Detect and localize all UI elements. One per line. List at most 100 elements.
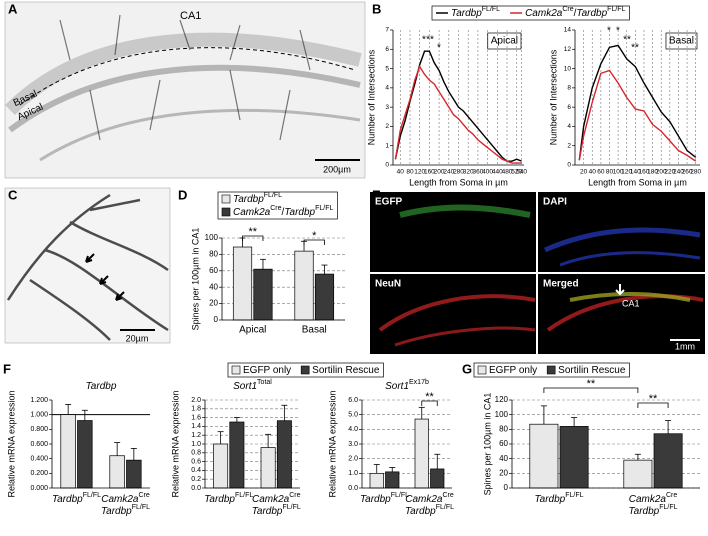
x-tick-label-part: FL/FL bbox=[565, 492, 583, 499]
image-label: DAPI bbox=[543, 197, 567, 208]
legend-marker bbox=[221, 194, 231, 204]
x-tick-label-part: Tardbp bbox=[628, 506, 659, 517]
y-tick-label: 0.0 bbox=[348, 485, 358, 492]
x-tick-label: 520 bbox=[511, 169, 522, 176]
x-tick-label: 180 bbox=[647, 169, 658, 176]
x-tick-label: Basal bbox=[302, 325, 327, 336]
y-tick-label: 14 bbox=[564, 27, 572, 34]
subtitle-frame bbox=[487, 32, 522, 50]
x-tick-label: 100 bbox=[613, 169, 624, 176]
significance-bracket bbox=[421, 400, 438, 406]
bar bbox=[213, 443, 229, 489]
significance: ** bbox=[587, 378, 596, 390]
scale-label: 200µm bbox=[323, 164, 351, 174]
region-label: CA1 bbox=[622, 298, 640, 308]
legend-label-part: EGFP only bbox=[243, 365, 291, 376]
legend-label-part: Sortilin Rescue bbox=[558, 365, 626, 376]
y-tick-label: 5 bbox=[385, 65, 389, 72]
chart-title-part: Ex17b bbox=[409, 379, 429, 386]
bar bbox=[232, 246, 253, 321]
legend-label-part: Tardbp bbox=[451, 8, 482, 19]
x-tick-label-part: FL/FL bbox=[391, 492, 409, 499]
bar bbox=[314, 273, 335, 321]
chart-title: Tardbp bbox=[86, 381, 117, 392]
x-tick-label: TardbpFL/FL bbox=[628, 504, 677, 516]
legend-label: EGFP only bbox=[243, 365, 291, 376]
significance: ** bbox=[623, 35, 631, 46]
y-tick-label: 6 bbox=[385, 46, 389, 53]
panel-label: A bbox=[8, 1, 18, 16]
legend-label-part: Cre bbox=[562, 6, 573, 13]
x-tick-label-part: Cre bbox=[289, 492, 300, 499]
y-tick-label: 2 bbox=[567, 142, 571, 149]
x-tick-label: 540 bbox=[516, 169, 527, 176]
bar bbox=[77, 420, 93, 489]
region-label: CA1 bbox=[180, 10, 201, 22]
legend-label: TardbpFL/FL bbox=[451, 6, 500, 18]
chart-title-part: Sort1 bbox=[233, 381, 257, 392]
image-label: EGFP bbox=[375, 197, 403, 208]
legend-frame bbox=[431, 5, 630, 21]
legend-label: TardbpFL/FL bbox=[233, 192, 282, 204]
series-line bbox=[578, 69, 697, 162]
significance: ** bbox=[649, 393, 658, 405]
y-axis-title: Number of Intersections bbox=[366, 49, 376, 145]
y-tick-label: 0.0 bbox=[191, 485, 201, 492]
x-tick-label: 200 bbox=[656, 169, 667, 176]
x-tick-label-part: Cre bbox=[442, 492, 453, 499]
x-tick-label: 280 bbox=[453, 169, 464, 176]
bar bbox=[559, 426, 589, 489]
legend-label-part: FL/FL bbox=[482, 6, 500, 13]
y-tick-label: 20 bbox=[209, 299, 218, 308]
y-tick-label: 8 bbox=[567, 85, 571, 92]
panel-label: C bbox=[8, 187, 18, 202]
legend-label-part: / bbox=[574, 8, 577, 19]
y-tick-label: 60 bbox=[209, 266, 218, 275]
y-tick-label: 0 bbox=[385, 162, 389, 169]
legend-marker bbox=[546, 365, 556, 375]
x-tick-label: 80 bbox=[606, 169, 614, 176]
x-tick-label: 240 bbox=[673, 169, 684, 176]
y-axis-title: Relative mRNA expression bbox=[6, 390, 16, 497]
x-tick-label-part: Tardbp bbox=[405, 506, 436, 517]
y-tick-label: 6 bbox=[567, 104, 571, 111]
chart-title-part: Tardbp bbox=[86, 381, 117, 392]
x-tick-label-part: Camk2a bbox=[405, 494, 443, 505]
x-tick-label-part: FL/FL bbox=[282, 504, 300, 511]
x-tick-label-part: FL/FL bbox=[132, 504, 150, 511]
y-tick-label: 0.4 bbox=[191, 467, 201, 474]
y-tick-label: 0.2 bbox=[191, 476, 201, 483]
x-tick-label-part: Cre bbox=[138, 492, 149, 499]
x-tick-label: Camk2aCre bbox=[252, 492, 301, 504]
panel-c-image bbox=[4, 187, 171, 344]
chart-title-part: Total bbox=[257, 379, 272, 386]
x-tick-label: TardbpFL/FL bbox=[405, 504, 454, 516]
legend-frame bbox=[473, 362, 630, 378]
legend-label-part: Camk2a bbox=[233, 207, 271, 218]
bar bbox=[529, 423, 559, 489]
y-axis-title: Number of Intersections bbox=[548, 49, 558, 145]
y-tick-label: 1 bbox=[385, 142, 389, 149]
y-tick-label: 0.8 bbox=[191, 450, 201, 457]
series-line bbox=[578, 44, 697, 161]
significance: * bbox=[422, 35, 426, 46]
significance: ** bbox=[631, 43, 639, 54]
legend-label: Sortilin Rescue bbox=[312, 365, 380, 376]
y-axis-title: Spines per 100µm in CA1 bbox=[190, 228, 200, 331]
significance: * bbox=[312, 230, 317, 242]
x-tick-label: 60 bbox=[597, 169, 605, 176]
bar bbox=[260, 447, 276, 489]
x-tick-label: 400 bbox=[482, 169, 493, 176]
x-tick-label: 260 bbox=[682, 169, 693, 176]
legend-label-part: FL/FL bbox=[607, 6, 625, 13]
x-tick-label: 160 bbox=[639, 169, 650, 176]
scale-label: 20µm bbox=[126, 333, 149, 343]
y-tick-label: 0 bbox=[567, 162, 571, 169]
x-tick-label: Apical bbox=[239, 325, 266, 336]
significance-bracket bbox=[543, 387, 639, 393]
x-tick-label: TardbpFL/FL bbox=[52, 492, 101, 504]
y-tick-label: 0.800 bbox=[30, 426, 48, 433]
image-label: NeuN bbox=[375, 279, 401, 290]
series-line bbox=[394, 65, 522, 164]
y-tick-label: 2.0 bbox=[348, 456, 358, 463]
